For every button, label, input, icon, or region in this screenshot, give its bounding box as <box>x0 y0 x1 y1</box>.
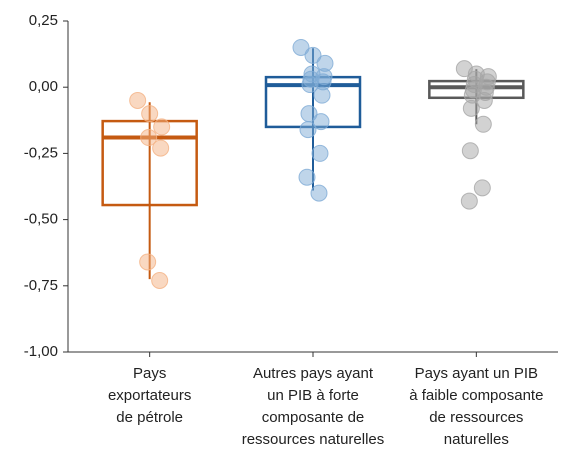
point <box>299 121 317 139</box>
x-tick-label: exportateurs <box>108 387 191 404</box>
y-tick-label: -0,75 <box>24 277 58 294</box>
point <box>462 99 480 117</box>
point <box>313 86 331 104</box>
point <box>141 105 159 123</box>
point <box>312 113 330 131</box>
point <box>151 272 169 290</box>
point <box>475 91 493 109</box>
point <box>461 142 479 160</box>
x-tick-label: un PIB à forte <box>267 387 359 404</box>
point <box>474 115 492 133</box>
y-tick-label: -1,00 <box>24 343 58 360</box>
x-tick-label: Pays <box>133 365 166 382</box>
point <box>301 76 319 94</box>
x-tick-label: Pays ayant un PIB <box>415 365 538 382</box>
point <box>152 139 170 157</box>
y-tick-label: -0,25 <box>24 144 58 161</box>
x-tick-label: à faible composante <box>409 387 543 404</box>
y-tick-label: 0,25 <box>29 12 58 29</box>
point <box>129 91 147 109</box>
point <box>140 129 158 147</box>
point <box>292 38 310 56</box>
point <box>139 253 157 271</box>
point <box>153 118 171 136</box>
y-tick-label: 0,00 <box>29 78 58 95</box>
point <box>460 192 478 210</box>
point <box>473 179 491 197</box>
x-tick-label: de ressources <box>429 409 523 426</box>
point <box>304 46 322 64</box>
x-tick-label: ressources naturelles <box>242 431 385 448</box>
x-tick-label: de pétrole <box>116 409 183 426</box>
x-tick-label: composante de <box>262 409 365 426</box>
y-tick-label: -0,50 <box>24 211 58 228</box>
x-tick-label: Autres pays ayant <box>253 365 374 382</box>
point <box>311 144 329 162</box>
point <box>310 184 328 202</box>
point <box>298 168 316 186</box>
x-tick-label: naturelles <box>444 431 509 448</box>
